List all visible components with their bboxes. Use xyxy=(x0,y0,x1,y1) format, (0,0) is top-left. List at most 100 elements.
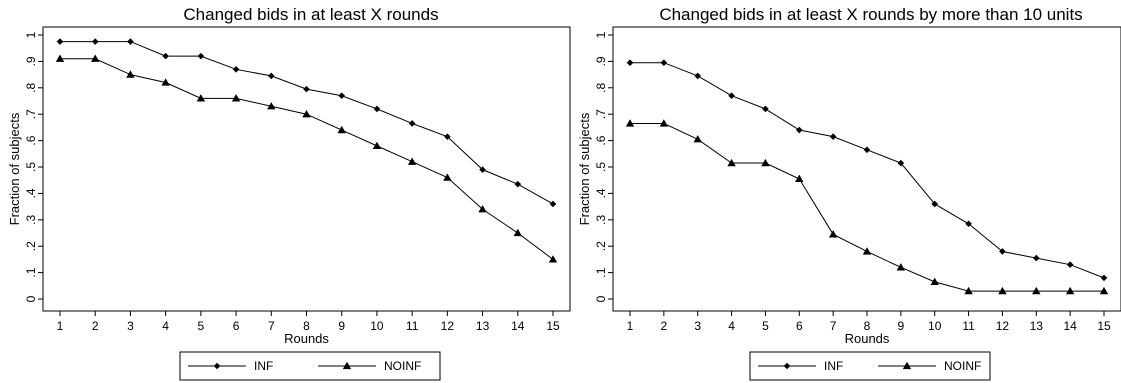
point-noinf xyxy=(91,54,100,62)
point-inf xyxy=(514,180,522,188)
point-noinf xyxy=(267,102,276,110)
point-noinf xyxy=(896,263,906,271)
y-tick-label: .6 xyxy=(594,135,608,145)
x-tick-label: 3 xyxy=(127,319,134,333)
x-tick-label: 6 xyxy=(796,319,803,333)
point-inf xyxy=(56,38,64,45)
point-inf xyxy=(127,38,134,45)
y-tick-label: .4 xyxy=(24,188,38,198)
y-tick-label: .1 xyxy=(594,267,608,277)
x-tick-label: 11 xyxy=(962,319,975,333)
x-tick-label: 13 xyxy=(476,319,490,333)
point-inf xyxy=(897,159,905,167)
point-inf xyxy=(162,52,169,60)
legend-label-inf: INF xyxy=(824,359,843,373)
legend: INF NOINF xyxy=(179,351,441,381)
y-tick-label: .3 xyxy=(594,214,608,224)
point-noinf xyxy=(795,174,804,183)
point-inf xyxy=(91,38,99,45)
x-tick-label: 12 xyxy=(441,319,455,333)
point-inf xyxy=(863,146,871,154)
series-inf xyxy=(56,38,557,208)
x-tick-label: 1 xyxy=(57,319,64,333)
point-inf xyxy=(694,72,702,80)
point-noinf xyxy=(161,78,170,86)
legend-label-noinf: NOINF xyxy=(944,359,981,373)
legend-label-noinf: NOINF xyxy=(384,359,421,373)
chart-panel-1: Changed bids in at least X rounds 0 .1 .2 .3… xyxy=(7,5,571,381)
y-tick-label: .2 xyxy=(24,241,38,251)
chart-panel-2: Changed bids in at least X rounds by mor… xyxy=(577,5,1121,381)
y-tick-label: .5 xyxy=(594,162,608,172)
point-inf xyxy=(338,92,346,100)
point-inf xyxy=(1032,254,1040,262)
plot-frame xyxy=(612,26,1121,312)
point-inf xyxy=(549,200,557,208)
legend-marker-noinf xyxy=(902,361,912,370)
y-axis-label: Fraction of subjects xyxy=(7,112,22,225)
y-tick-label: .7 xyxy=(594,109,608,119)
x-tick-label: 5 xyxy=(762,319,769,333)
y-tick-label: .8 xyxy=(594,82,608,92)
point-inf xyxy=(626,59,634,67)
x-tick-label: 9 xyxy=(898,319,905,333)
point-noinf xyxy=(727,158,736,167)
y-tick-label: .2 xyxy=(594,241,608,251)
legend-marker-inf xyxy=(783,362,791,370)
y-tick-label: .5 xyxy=(24,162,38,172)
legend-marker-noinf xyxy=(342,361,352,370)
x-tick-label: 2 xyxy=(661,319,668,333)
point-noinf xyxy=(372,141,382,150)
series-line-inf xyxy=(60,41,554,205)
x-axis-label: Rounds xyxy=(284,331,329,346)
x-tick-label: 4 xyxy=(162,319,169,333)
point-inf xyxy=(479,166,486,173)
point-inf xyxy=(303,85,310,93)
point-noinf xyxy=(828,230,838,238)
x-tick-label: 11 xyxy=(406,319,419,333)
point-inf xyxy=(795,126,803,134)
x-tick-label: 10 xyxy=(370,319,384,333)
legend-marker-inf xyxy=(213,362,221,370)
point-noinf xyxy=(998,286,1007,295)
y-tick-label: .7 xyxy=(24,109,38,119)
y-tick-label: .8 xyxy=(24,82,38,92)
point-noinf xyxy=(55,54,65,62)
point-noinf xyxy=(407,157,417,165)
point-noinf xyxy=(513,228,522,237)
series-inf xyxy=(626,59,1108,282)
point-noinf xyxy=(625,119,635,127)
x-tick-label: 15 xyxy=(1097,319,1111,333)
y-tick-label: .6 xyxy=(24,135,38,145)
point-inf xyxy=(829,133,837,140)
legend-label-inf: INF xyxy=(254,359,273,373)
x-tick-label: 2 xyxy=(92,319,99,333)
point-noinf xyxy=(548,255,558,263)
point-noinf xyxy=(693,135,702,143)
point-inf xyxy=(408,120,416,127)
y-tick-label: .4 xyxy=(594,188,608,198)
x-tick-label: 6 xyxy=(233,319,240,333)
x-tick-label: 1 xyxy=(627,319,634,333)
point-noinf xyxy=(761,158,770,167)
series-line-inf xyxy=(630,62,1105,279)
x-tick-label: 15 xyxy=(546,319,560,333)
plot-frame xyxy=(42,26,571,312)
point-inf xyxy=(1100,274,1108,282)
point-inf xyxy=(197,52,205,60)
point-noinf xyxy=(1099,286,1109,295)
x-tick-label: 12 xyxy=(996,319,1010,333)
point-noinf xyxy=(196,94,206,102)
point-noinf xyxy=(302,110,311,118)
x-tick-label: 14 xyxy=(511,319,525,333)
y-tick-label: .1 xyxy=(24,267,38,277)
point-noinf xyxy=(659,119,669,127)
x-tick-label: 7 xyxy=(268,319,275,333)
point-noinf xyxy=(231,94,241,102)
y-tick-label: .9 xyxy=(24,56,38,66)
x-tick-label: 3 xyxy=(694,319,701,333)
point-noinf xyxy=(930,277,939,285)
x-tick-label: 4 xyxy=(728,319,735,333)
point-noinf xyxy=(964,286,973,295)
series-noinf xyxy=(55,54,558,263)
